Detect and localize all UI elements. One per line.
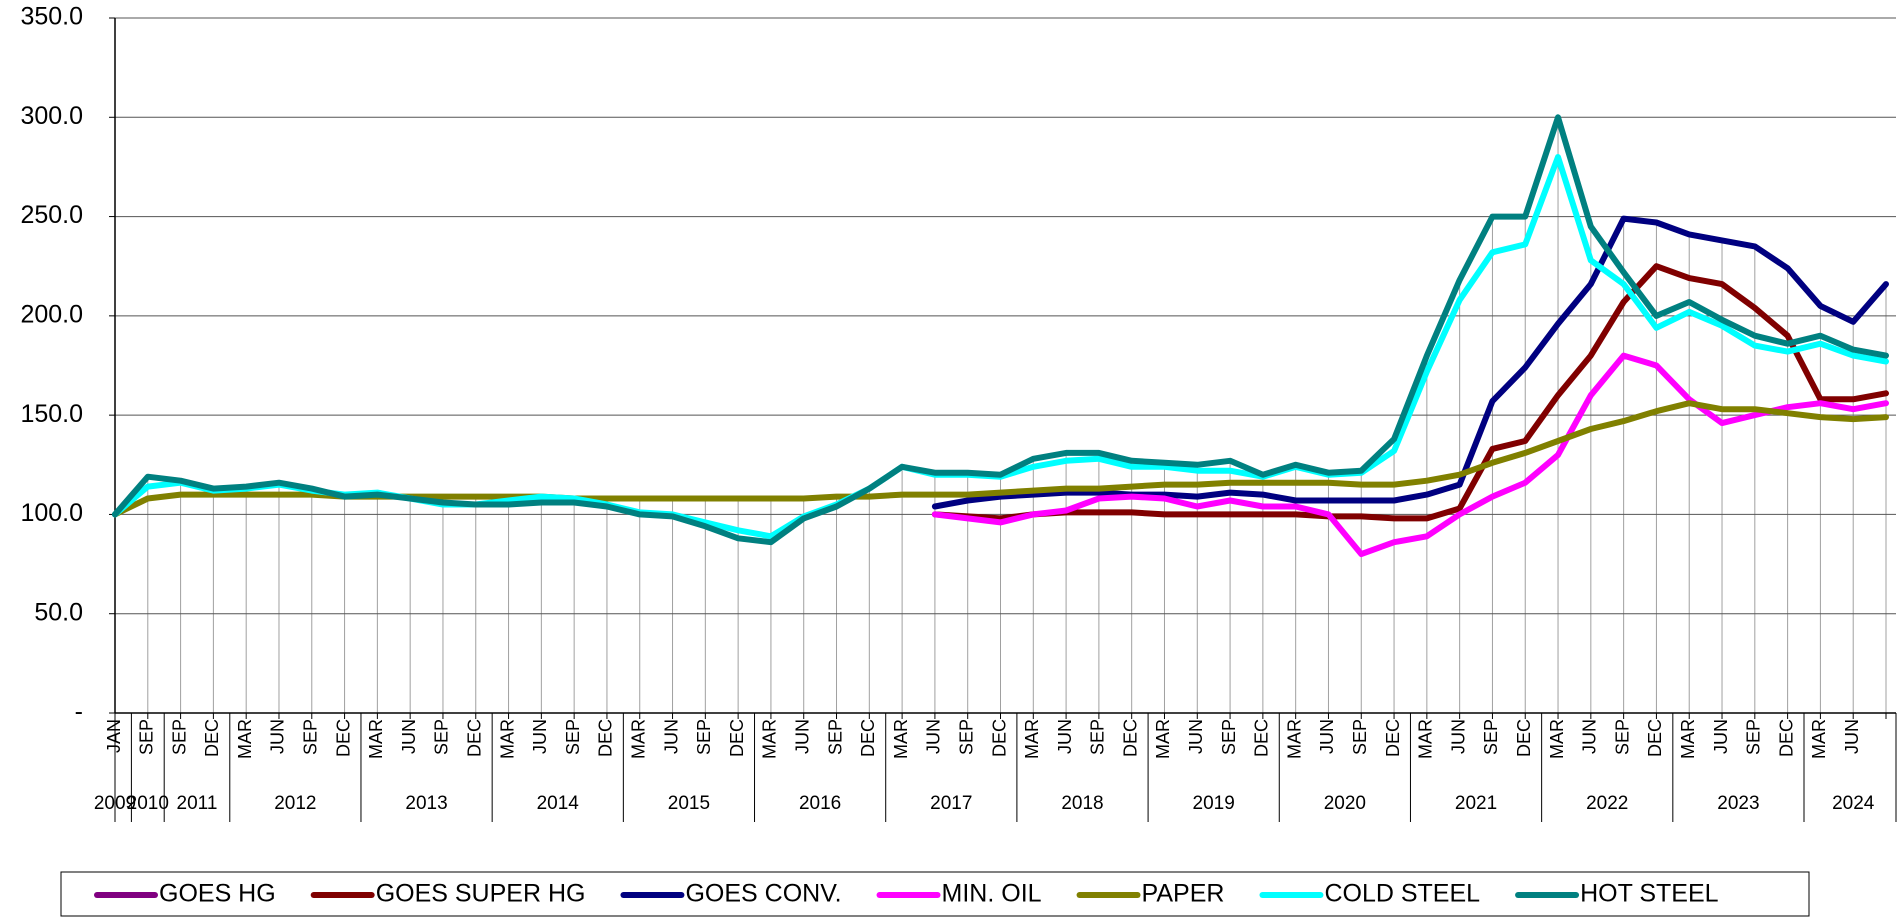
x-tick-label: SEP <box>301 719 321 755</box>
x-tick-label: SEP <box>956 719 976 755</box>
x-tick-label: MAR <box>1022 719 1042 759</box>
legend-label: COLD STEEL <box>1324 880 1480 908</box>
year-label: 2012 <box>274 793 316 814</box>
x-tick-label: JUN <box>1186 719 1206 754</box>
x-tick-label: MAR <box>891 719 911 759</box>
series-line <box>931 263 1889 522</box>
series-line <box>931 352 1889 558</box>
x-tick-label: SEP <box>1219 719 1239 755</box>
x-tick-label: DEC <box>1252 719 1272 757</box>
x-tick-label: MAR <box>760 719 780 759</box>
year-label: 2011 <box>177 793 218 814</box>
x-tick-label: MAR <box>1284 719 1304 759</box>
series-line <box>112 114 1889 546</box>
x-tick-label: JUN <box>530 719 550 754</box>
x-tick-label: MAR <box>1153 719 1173 759</box>
x-tick-label: JUN <box>268 719 288 754</box>
year-label: 2013 <box>405 793 447 814</box>
x-tick-label: SEP <box>1744 719 1764 755</box>
x-tick-label: MAR <box>1547 719 1567 759</box>
year-label: 2010 <box>127 793 169 814</box>
x-tick-label: SEP <box>432 719 452 755</box>
x-tick-label: JUN <box>1580 719 1600 754</box>
x-tick-label: JUN <box>1711 719 1731 754</box>
x-tick-label: MAR <box>366 719 386 759</box>
x-tick-label: DEC <box>1776 719 1796 757</box>
y-tick-label: 50.0 <box>34 598 83 626</box>
x-tick-label: DEC <box>727 719 747 757</box>
year-label: 2018 <box>1061 793 1103 814</box>
x-tick-label: DEC <box>858 719 878 757</box>
x-tick-label: DEC <box>1120 719 1140 757</box>
legend-label: GOES CONV. <box>685 880 841 908</box>
x-tick-label: DEC <box>989 719 1009 757</box>
year-label: 2009 <box>94 793 136 814</box>
x-tick-label: SEP <box>1481 719 1501 755</box>
series-line <box>931 215 1889 510</box>
x-tick-label: MAR <box>1809 719 1829 759</box>
year-label: 2019 <box>1193 793 1235 814</box>
y-tick-label: 350.0 <box>20 3 83 31</box>
x-tick-label: DEC <box>202 719 222 757</box>
year-label: 2023 <box>1717 793 1759 814</box>
x-tick-label: JUN <box>1055 719 1075 754</box>
year-label: 2022 <box>1586 793 1628 814</box>
legend-label: GOES SUPER HG <box>376 880 586 908</box>
x-tick-label: MAR <box>235 719 255 759</box>
x-tick-label: JAN <box>104 719 124 753</box>
x-tick-label: SEP <box>825 719 845 755</box>
y-tick-label: 150.0 <box>20 400 83 428</box>
legend-label: MIN. OIL <box>942 880 1042 908</box>
year-label: 2021 <box>1455 793 1497 814</box>
x-tick-label: JUN <box>1317 719 1337 754</box>
x-tick-label: JUN <box>399 719 419 754</box>
year-label: 2017 <box>930 793 972 814</box>
year-label: 2020 <box>1324 793 1366 814</box>
x-tick-label: MAR <box>1678 719 1698 759</box>
x-tick-label: DEC <box>596 719 616 757</box>
x-tick-label: JUN <box>1842 719 1862 754</box>
legend-label: HOT STEEL <box>1580 880 1719 908</box>
x-tick-label: MAR <box>1416 719 1436 759</box>
y-tick-label: - <box>75 698 83 726</box>
year-label: 2024 <box>1832 793 1875 814</box>
x-tick-label: DEC <box>1514 719 1534 757</box>
x-tick-label: SEP <box>137 719 157 755</box>
series-line <box>112 154 1889 540</box>
x-tick-label: MAR <box>628 719 648 759</box>
x-tick-label: JUN <box>1448 719 1468 754</box>
x-tick-label: MAR <box>497 719 517 759</box>
x-tick-label: SEP <box>169 719 189 755</box>
legend: GOES HG GOES SUPER HG GOES CONV. MIN. OIL PA… <box>60 871 1810 917</box>
x-tick-label: DEC <box>1645 719 1665 757</box>
y-tick-label: 250.0 <box>20 201 83 229</box>
y-tick-label: 200.0 <box>20 300 83 328</box>
year-label: 2014 <box>537 793 580 814</box>
y-tick-label: 300.0 <box>20 102 83 130</box>
x-tick-label: JUN <box>792 719 812 754</box>
year-label: 2015 <box>668 793 710 814</box>
x-tick-label: DEC <box>1383 719 1403 757</box>
x-tick-label: SEP <box>1350 719 1370 755</box>
legend-label: PAPER <box>1142 880 1225 908</box>
x-tick-label: SEP <box>1612 719 1632 755</box>
x-tick-label: SEP <box>563 719 583 755</box>
x-tick-label: JUN <box>924 719 944 754</box>
legend-label: GOES HG <box>159 880 276 908</box>
x-tick-label: SEP <box>1088 719 1108 755</box>
x-tick-label: DEC <box>333 719 353 757</box>
x-tick-label: SEP <box>694 719 714 755</box>
y-tick-label: 100.0 <box>20 499 83 527</box>
year-label: 2016 <box>799 793 841 814</box>
x-tick-label: JUN <box>661 719 681 754</box>
x-tick-label: DEC <box>465 719 485 757</box>
